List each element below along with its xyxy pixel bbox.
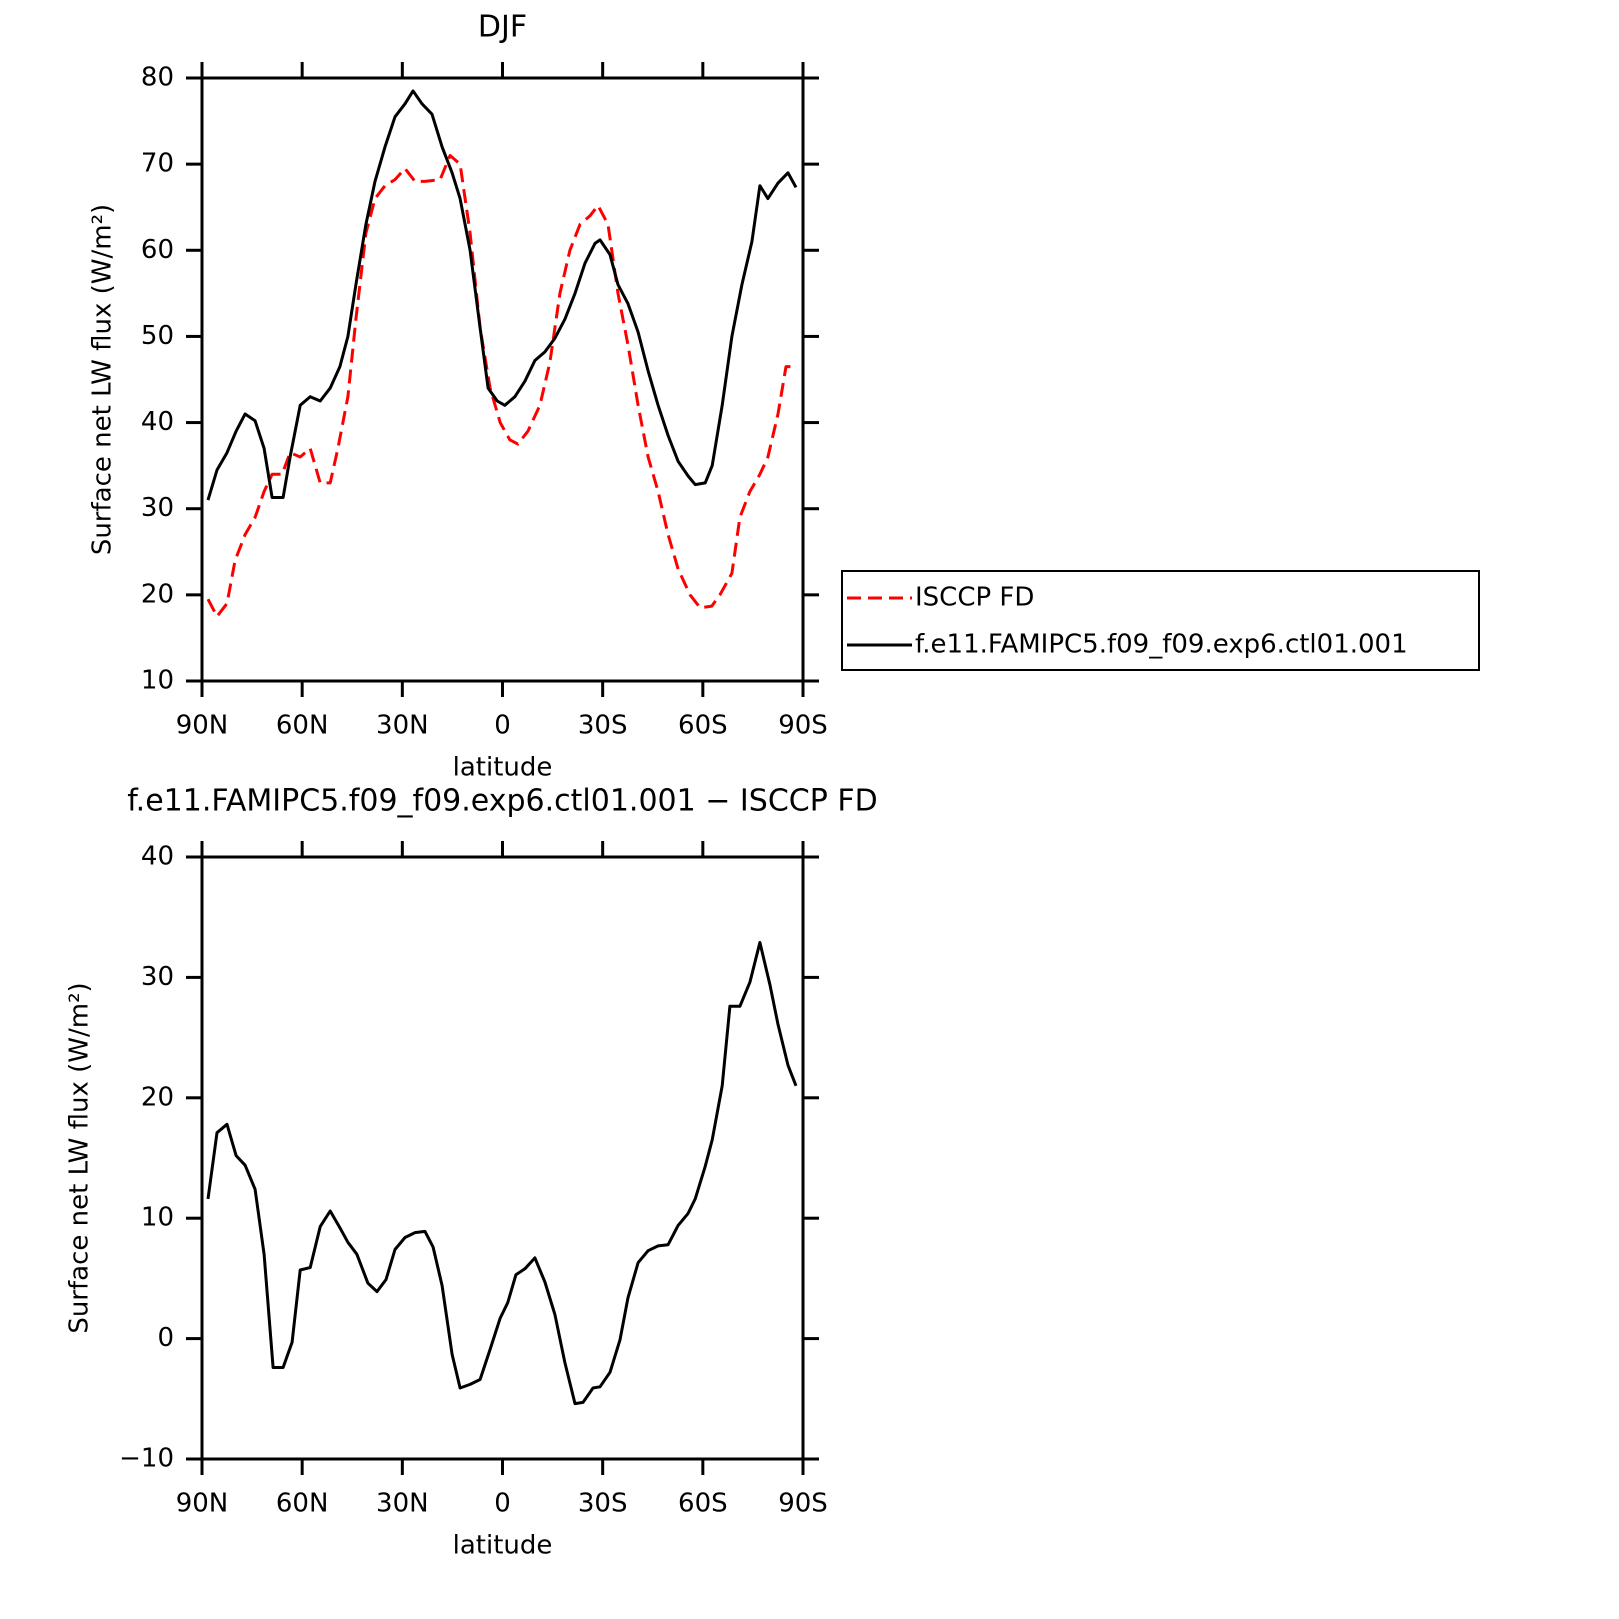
data-line	[206, 941, 798, 1406]
x-tick-label: 30N	[376, 1489, 429, 1519]
y-axis-label: Surface net LW flux (W/m²)	[88, 204, 118, 555]
legend-label: f.e11.FAMIPC5.f09_f09.exp6.ctl01.001	[915, 630, 1408, 660]
y-tick-label: 10	[141, 1203, 174, 1233]
y-tick-label: 50	[141, 321, 174, 351]
x-tick-label: 90N	[176, 1489, 229, 1519]
y-axis-label: Surface net LW flux (W/m²)	[65, 982, 95, 1333]
y-tick-label: 0	[157, 1323, 174, 1353]
y-tick-label: 40	[141, 842, 174, 872]
legend-box	[841, 570, 1480, 671]
x-tick-label: 30N	[376, 711, 429, 741]
x-tick-label: 30S	[578, 711, 628, 741]
legend-label: ISCCP FD	[915, 583, 1034, 613]
x-tick-label: 60S	[678, 1489, 728, 1519]
chart-title: f.e11.FAMIPC5.f09_f09.exp6.ctl01.001 − I…	[127, 784, 877, 819]
x-tick-label: 30S	[578, 1489, 628, 1519]
x-tick-label: 90S	[778, 1489, 828, 1519]
y-tick-label: 80	[141, 63, 174, 93]
y-tick-label: 60	[141, 235, 174, 265]
chart-title: DJF	[478, 10, 527, 45]
x-tick-label: 90N	[176, 711, 229, 741]
data-line	[206, 154, 796, 618]
y-tick-label: 20	[141, 579, 174, 609]
x-tick-label: 60N	[276, 1489, 329, 1519]
x-tick-label: 60N	[276, 711, 329, 741]
x-axis-label: latitude	[453, 753, 553, 783]
plot-frame	[200, 855, 805, 1461]
y-tick-label: 10	[141, 666, 174, 696]
y-tick-label: 20	[141, 1082, 174, 1112]
y-tick-label: 40	[141, 407, 174, 437]
y-tick-label: 30	[141, 493, 174, 523]
x-tick-label: 90S	[778, 711, 828, 741]
y-tick-label: 30	[141, 962, 174, 992]
data-line	[206, 89, 798, 501]
y-tick-label: 70	[141, 149, 174, 179]
y-tick-label: −10	[119, 1444, 174, 1474]
plot-frame	[200, 76, 805, 683]
x-axis-label: latitude	[453, 1531, 553, 1561]
x-tick-label: 0	[494, 711, 511, 741]
x-tick-label: 60S	[678, 711, 728, 741]
x-tick-label: 0	[494, 1489, 511, 1519]
